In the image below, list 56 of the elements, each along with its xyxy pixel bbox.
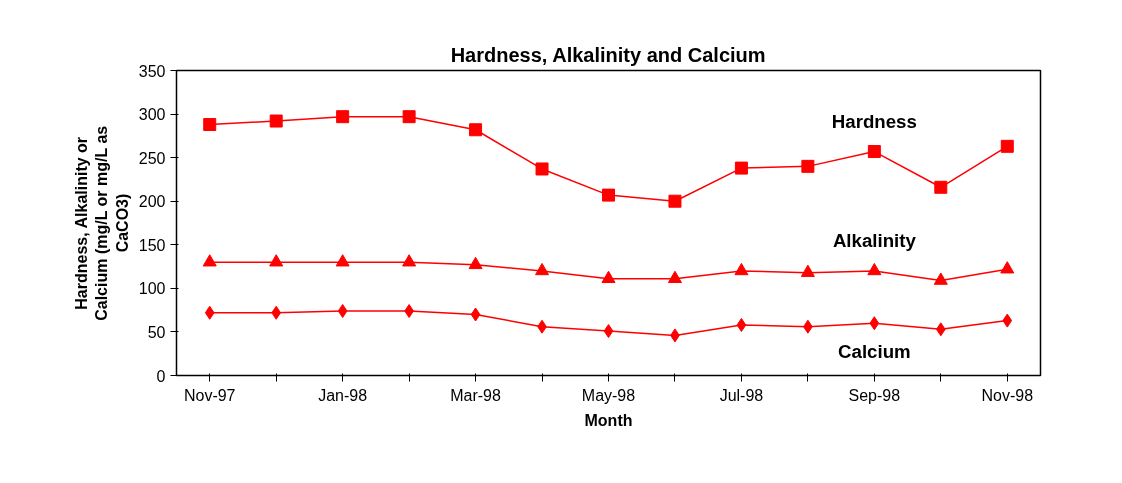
point <box>269 114 283 128</box>
point <box>1000 139 1014 153</box>
y-tick-label: 50 <box>147 323 166 341</box>
series-label: Calcium <box>838 340 911 362</box>
point <box>204 305 215 320</box>
point <box>336 110 350 124</box>
point <box>934 180 948 194</box>
point <box>535 162 549 176</box>
x-tick-label: May-98 <box>581 386 636 404</box>
x-tick-label: Jul-98 <box>719 386 764 404</box>
point <box>335 254 350 267</box>
y-tick-label: 100 <box>138 280 166 298</box>
x-tick-label: Sep-98 <box>848 386 901 404</box>
point <box>867 262 882 276</box>
point <box>933 272 948 285</box>
point <box>269 254 284 267</box>
point <box>203 118 217 132</box>
series-label: Alkalinity <box>832 230 917 252</box>
point <box>469 123 483 137</box>
point <box>800 264 815 277</box>
point <box>337 304 348 319</box>
point <box>801 159 815 173</box>
point <box>470 307 481 322</box>
point <box>468 256 483 270</box>
y-tick-label: 250 <box>138 149 166 167</box>
point <box>935 322 946 337</box>
point <box>734 262 749 276</box>
point <box>271 305 282 320</box>
point <box>736 317 747 332</box>
point <box>667 270 682 284</box>
y-tick-label: 200 <box>138 193 166 211</box>
y-tick-label: 0 <box>156 367 166 385</box>
x-axis-title: Month <box>584 411 633 429</box>
point <box>402 110 416 124</box>
point <box>602 188 615 202</box>
point <box>603 324 614 339</box>
x-tick-label: Nov-98 <box>981 386 1034 404</box>
y-axis-title: Hardness, Alkalinity or Calcium (mg/L or mg/L as CaCO3) <box>73 125 131 321</box>
point <box>601 270 616 284</box>
point <box>734 161 748 175</box>
x-tick-label: Jan-98 <box>318 386 368 404</box>
point <box>535 262 550 276</box>
point <box>869 316 880 331</box>
point <box>1000 261 1015 274</box>
point <box>1002 313 1013 328</box>
point <box>202 254 217 267</box>
point <box>867 145 881 159</box>
x-tick-label: Mar-98 <box>450 386 502 404</box>
point <box>402 254 417 267</box>
y-tick-label: 350 <box>138 62 166 80</box>
chart-title: Hardness, Alkalinity and Calcium <box>450 43 766 66</box>
y-tick-label: 150 <box>138 236 166 254</box>
y-tick-label: 300 <box>138 106 166 124</box>
point <box>668 194 682 208</box>
x-tick-label: Nov-97 <box>183 386 236 404</box>
series-label: Hardness <box>831 111 917 133</box>
